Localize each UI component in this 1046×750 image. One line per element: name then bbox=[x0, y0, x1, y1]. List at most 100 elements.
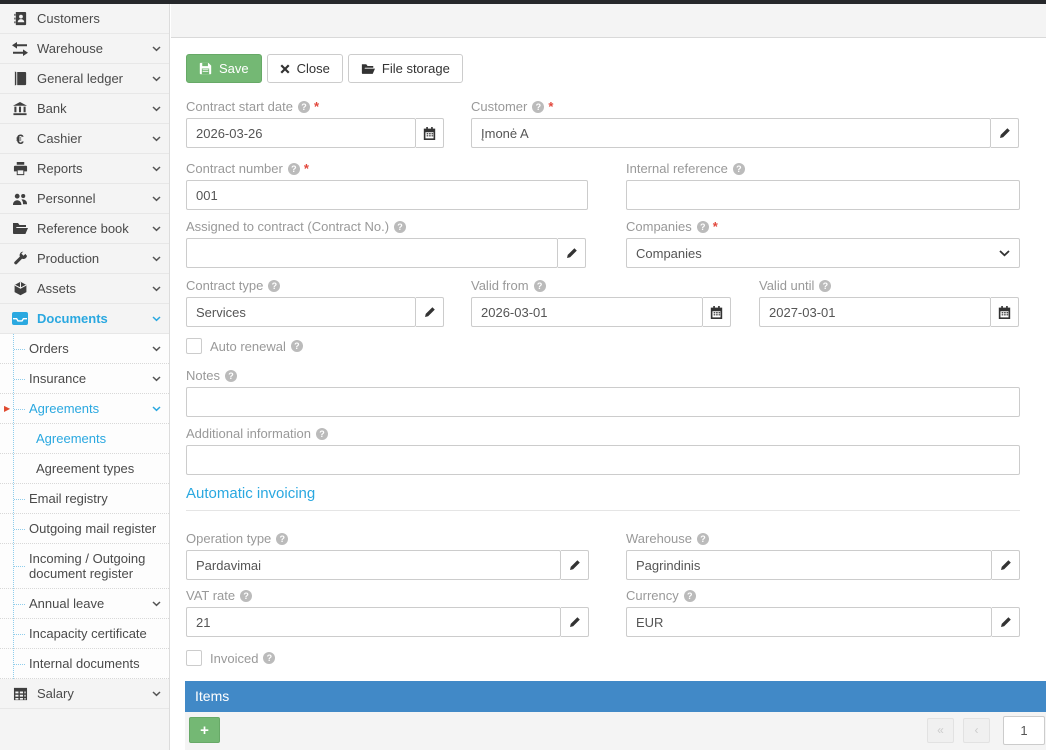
help-icon[interactable]: ? bbox=[287, 162, 300, 175]
sidebar-item-annual-leave[interactable]: Annual leave bbox=[0, 589, 169, 619]
sidebar-item-incoming-outgoing-register[interactable]: Incoming / Outgoing document register bbox=[0, 544, 169, 589]
sidebar-item-orders[interactable]: Orders bbox=[0, 334, 169, 364]
sidebar-item-bank[interactable]: Bank bbox=[0, 94, 169, 124]
main-top-band bbox=[171, 4, 1046, 38]
auto-renewal-checkbox[interactable] bbox=[186, 338, 202, 354]
bank-icon bbox=[10, 101, 30, 116]
field-valid-until: Valid until? bbox=[759, 278, 1019, 327]
sidebar-item-label: Personnel bbox=[37, 191, 96, 206]
sidebar-item-documents[interactable]: Documents bbox=[0, 304, 169, 334]
contract-number-input[interactable] bbox=[186, 180, 588, 210]
sidebar-item-general-ledger[interactable]: General ledger bbox=[0, 64, 169, 94]
contract-type-input[interactable] bbox=[186, 297, 416, 327]
sidebar-item-label: Insurance bbox=[29, 371, 87, 386]
contract-start-date-input[interactable] bbox=[186, 118, 416, 148]
pencil-icon[interactable] bbox=[561, 607, 589, 637]
sidebar-item-label: Bank bbox=[37, 101, 67, 116]
sidebar-item-salary[interactable]: Salary bbox=[0, 679, 169, 709]
help-icon[interactable]: ? bbox=[290, 340, 303, 352]
field-label: Valid from bbox=[471, 278, 529, 293]
sidebar-item-label: Incapacity certificate bbox=[29, 626, 147, 641]
field-contract-type: Contract type? bbox=[186, 278, 444, 327]
calendar-icon[interactable] bbox=[703, 297, 731, 327]
additional-information-input[interactable] bbox=[186, 445, 1020, 475]
help-icon[interactable]: ? bbox=[819, 279, 832, 292]
sidebar-item-personnel[interactable]: Personnel bbox=[0, 184, 169, 214]
help-icon[interactable]: ? bbox=[240, 589, 253, 602]
close-button[interactable]: Close bbox=[266, 54, 343, 83]
help-icon[interactable]: ? bbox=[224, 369, 237, 382]
help-icon[interactable]: ? bbox=[696, 220, 709, 233]
field-label: Warehouse bbox=[626, 531, 692, 546]
help-icon[interactable]: ? bbox=[697, 532, 709, 545]
calendar-icon[interactable] bbox=[416, 118, 444, 148]
pagination-prev-button[interactable]: ‹ bbox=[963, 718, 990, 743]
items-panel-header: Items bbox=[185, 681, 1046, 712]
notes-input[interactable] bbox=[186, 387, 1020, 417]
pagination-first-button[interactable]: « bbox=[927, 718, 954, 743]
pencil-icon[interactable] bbox=[558, 238, 586, 268]
sidebar-item-customers[interactable]: Customers bbox=[0, 4, 169, 34]
sidebar-item-label: Incoming / Outgoing document register bbox=[29, 551, 146, 581]
sidebar-item-agreement-types[interactable]: Agreement types bbox=[0, 454, 169, 484]
sidebar-item-incapacity-certificate[interactable]: Incapacity certificate bbox=[0, 619, 169, 649]
sidebar-item-outgoing-mail-register[interactable]: Outgoing mail register bbox=[0, 514, 169, 544]
sidebar-item-label: Orders bbox=[29, 341, 69, 356]
pencil-icon[interactable] bbox=[416, 297, 444, 327]
add-item-button[interactable]: + bbox=[189, 717, 220, 743]
field-companies: Companies? * Companies bbox=[626, 219, 1020, 268]
pencil-icon[interactable] bbox=[992, 550, 1020, 580]
companies-select[interactable]: Companies bbox=[626, 238, 1020, 268]
cube-icon bbox=[10, 281, 30, 296]
field-assigned-to-contract: Assigned to contract (Contract No.)? bbox=[186, 219, 586, 268]
pagination-page-input[interactable]: 1 bbox=[1003, 716, 1045, 745]
sidebar-item-agreements[interactable]: ▶ Agreements bbox=[0, 394, 169, 424]
sidebar-item-label: Salary bbox=[37, 686, 74, 701]
valid-until-input[interactable] bbox=[759, 297, 991, 327]
calendar-icon[interactable] bbox=[991, 297, 1019, 327]
help-icon[interactable]: ? bbox=[316, 427, 329, 440]
sidebar-item-email-registry[interactable]: Email registry bbox=[0, 484, 169, 514]
auto-renewal-row: Auto renewal ? bbox=[186, 338, 303, 354]
save-button[interactable]: Save bbox=[186, 54, 262, 83]
sidebar-item-label: Cashier bbox=[37, 131, 82, 146]
help-icon[interactable]: ? bbox=[394, 220, 407, 233]
sidebar-item-agreements-list[interactable]: Agreements bbox=[0, 424, 169, 454]
file-storage-button[interactable]: File storage bbox=[347, 54, 463, 83]
chevron-down-icon bbox=[152, 45, 161, 52]
operation-type-input[interactable] bbox=[186, 550, 561, 580]
sidebar-item-reports[interactable]: Reports bbox=[0, 154, 169, 184]
sidebar-item-production[interactable]: Production bbox=[0, 244, 169, 274]
pencil-icon[interactable] bbox=[992, 607, 1020, 637]
sidebar-item-reference-book[interactable]: Reference book bbox=[0, 214, 169, 244]
sidebar-item-cashier[interactable]: € Cashier bbox=[0, 124, 169, 154]
help-icon[interactable]: ? bbox=[297, 100, 310, 113]
currency-input[interactable] bbox=[626, 607, 992, 637]
internal-reference-input[interactable] bbox=[626, 180, 1020, 210]
invoiced-row: Invoiced ? bbox=[186, 650, 276, 666]
help-icon[interactable]: ? bbox=[263, 652, 276, 664]
pencil-icon[interactable] bbox=[561, 550, 589, 580]
sidebar-item-label: Outgoing mail register bbox=[29, 521, 157, 536]
valid-from-input[interactable] bbox=[471, 297, 703, 327]
help-icon[interactable]: ? bbox=[732, 162, 745, 175]
invoiced-checkbox[interactable] bbox=[186, 650, 202, 666]
sidebar-item-insurance[interactable]: Insurance bbox=[0, 364, 169, 394]
warehouse-input[interactable] bbox=[626, 550, 992, 580]
help-icon[interactable]: ? bbox=[268, 279, 281, 292]
chevron-down-icon bbox=[152, 405, 161, 412]
customer-input[interactable] bbox=[471, 118, 991, 148]
help-icon[interactable]: ? bbox=[532, 100, 545, 113]
pencil-icon[interactable] bbox=[991, 118, 1019, 148]
help-icon[interactable]: ? bbox=[683, 589, 696, 602]
sidebar-item-assets[interactable]: Assets bbox=[0, 274, 169, 304]
sidebar-item-warehouse[interactable]: Warehouse bbox=[0, 34, 169, 64]
sidebar-item-label: Agreements bbox=[29, 401, 100, 416]
vat-rate-input[interactable] bbox=[186, 607, 561, 637]
assigned-to-contract-input[interactable] bbox=[186, 238, 558, 268]
sidebar-item-internal-documents[interactable]: Internal documents bbox=[0, 649, 169, 679]
users-icon bbox=[10, 192, 30, 206]
help-icon[interactable]: ? bbox=[276, 532, 289, 545]
help-icon[interactable]: ? bbox=[533, 279, 546, 292]
exchange-arrows-icon bbox=[10, 41, 30, 56]
